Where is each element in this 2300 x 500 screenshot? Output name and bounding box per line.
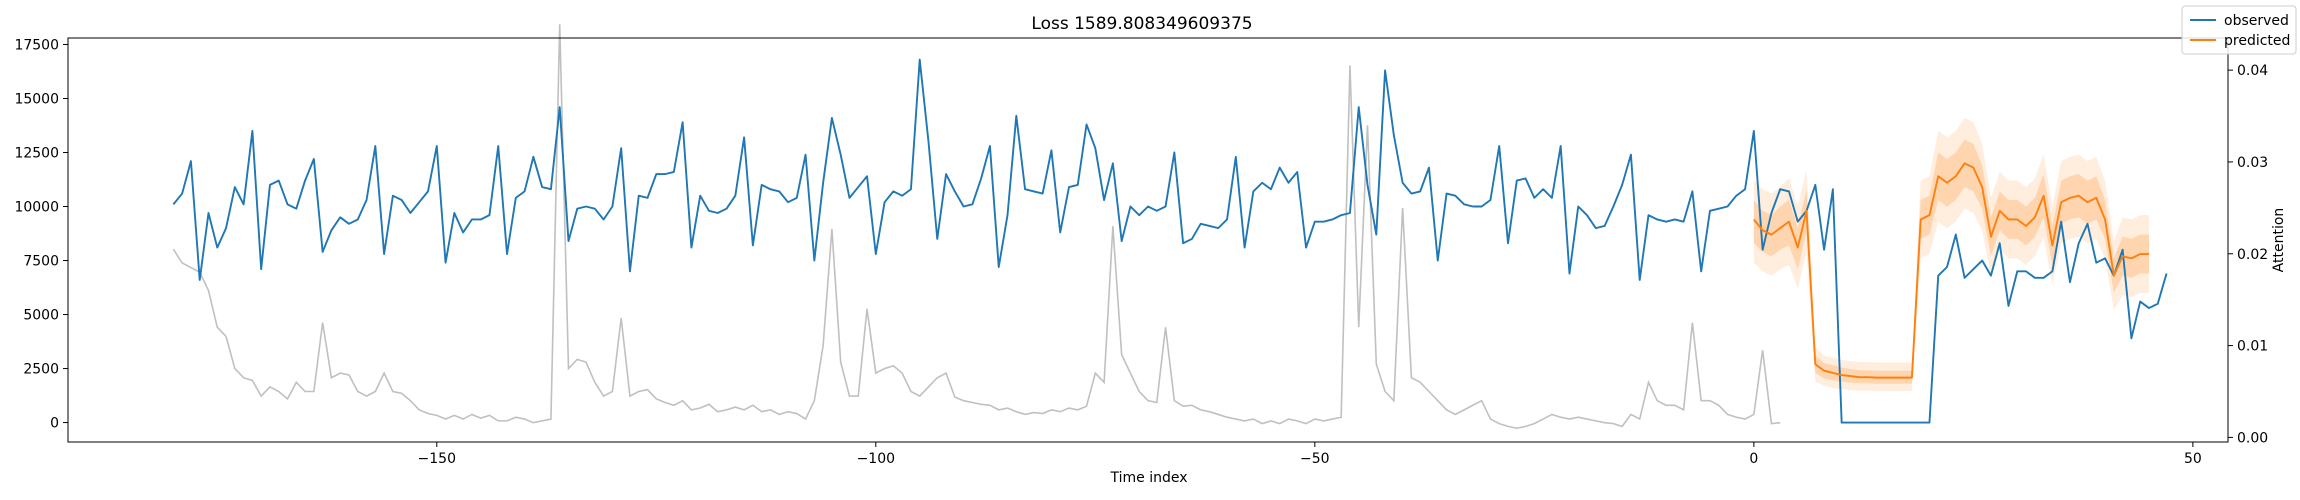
legend-box: [2181, 5, 2297, 55]
predicted-line: [1753, 162, 2149, 379]
y-axis-left: 0 2500 5000 7500 10000 12500 15000 17500: [14, 37, 68, 432]
legend-label: predicted: [2224, 33, 2290, 49]
x-tick-label: 50: [2184, 451, 2202, 467]
y-right-tick-label: 0.04: [2237, 63, 2268, 79]
observed-line: [172, 58, 2168, 424]
y-right-tick-label: 0.01: [2237, 339, 2268, 355]
y-right-tick-label: 0.00: [2237, 430, 2268, 446]
plot-frame: [67, 37, 2229, 443]
chart-title: Loss 1589.808349609375: [1031, 14, 1252, 34]
y-right-tick-label: 0.03: [2237, 155, 2268, 171]
y-left-tick-label: 0: [50, 416, 59, 432]
series-lines: [172, 24, 2168, 430]
y-left-tick-label: 15000: [14, 91, 59, 107]
y-right-tick-label: 0.02: [2237, 247, 2268, 263]
y-left-tick-label: 2500: [23, 362, 59, 378]
x-axis: −150 −100 −50 0 50: [418, 442, 2202, 467]
y-axis-right: 0.00 0.01 0.02 0.03 0.04: [2228, 63, 2268, 446]
y-left-tick-label: 17500: [14, 37, 59, 53]
x-axis-title: Time index: [1109, 470, 1187, 486]
x-tick-label: −100: [857, 451, 895, 467]
y-left-tick-label: 10000: [14, 200, 59, 216]
x-tick-label: 0: [1749, 451, 1758, 467]
prediction-band-inner: [1753, 139, 2149, 384]
prediction-band-outer: [1753, 117, 2149, 392]
x-tick-label: −50: [1300, 451, 1330, 467]
y-left-tick-label: 5000: [23, 308, 59, 324]
legend: observed predicted: [2181, 5, 2297, 55]
legend-label: observed: [2224, 13, 2289, 29]
prediction-uncertainty-bands: [1753, 117, 2149, 392]
y-left-tick-label: 12500: [14, 146, 59, 162]
attention-line: [172, 24, 1781, 430]
y-left-tick-label: 7500: [23, 254, 59, 270]
y-axis-right-title: Attention: [2271, 208, 2287, 273]
x-tick-label: −150: [418, 451, 456, 467]
